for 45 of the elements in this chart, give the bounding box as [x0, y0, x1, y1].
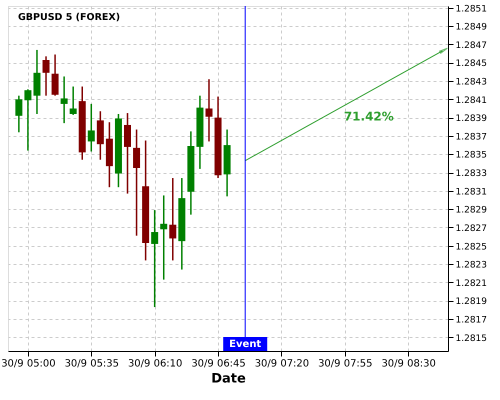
annotation: 71.42%: [344, 109, 394, 124]
text: GBPUSD 5 (FOREX): [18, 12, 120, 23]
candlestick: [169, 177, 176, 262]
y-tick-label: 1.2825: [456, 242, 487, 252]
candlestick: [52, 54, 59, 96]
y-tick-label: 1.2833: [456, 169, 487, 180]
y-tick-label: 1.2845: [456, 59, 487, 70]
y-tick-label: 1.2827: [456, 224, 487, 234]
y-tick-label: 1.2837: [456, 132, 487, 142]
y-tick-label: 1.2817: [456, 315, 487, 326]
candlestick: [70, 86, 77, 116]
candlestick: [42, 56, 50, 96]
y-tick-label: 1.2851: [456, 4, 487, 14]
candlestick: [124, 112, 132, 194]
candlestick: [160, 194, 168, 280]
y-tick-label: 1.2841: [456, 96, 487, 106]
y-tick-label: 1.2819: [456, 297, 488, 308]
y-tick-label: 1.2839: [456, 114, 488, 124]
candlestick: [205, 78, 212, 142]
y-tick-label: 1.2831: [456, 187, 487, 198]
y-tick-label: 1.2849: [456, 22, 488, 33]
candlestick: [88, 103, 95, 152]
x-tick-label: 30/9 06:10: [128, 358, 182, 370]
ref-line-label: Event: [229, 339, 262, 350]
y-tick-label: 1.2823: [456, 260, 487, 271]
x-tick-label: 30/9 05:00: [1, 358, 56, 370]
candlestick: [15, 94, 22, 134]
candlestick: [33, 49, 40, 115]
y-tick-label: 1.2821: [456, 278, 487, 289]
x-tick-label: 30/9 06:45: [191, 358, 246, 370]
candlestick: [24, 88, 32, 152]
candlestick: [151, 209, 158, 308]
y-tick-label: 1.2829: [456, 206, 488, 216]
y-tick-label: 1.2815: [456, 334, 487, 344]
y-tick-label: 1.2835: [456, 150, 487, 161]
candlestick: [133, 128, 140, 236]
x-tick-label: 30/9 05:35: [64, 358, 120, 370]
x-axis-title: Date: [211, 372, 246, 386]
y-tick-label: 1.2843: [456, 78, 487, 88]
x-tick-label: 30/9 07:55: [318, 358, 373, 370]
x-tick-label: 30/9 07:20: [254, 358, 310, 370]
candlestick: [96, 110, 104, 160]
x-tick-label: 30/9 08:30: [381, 358, 436, 370]
candlestick: [60, 76, 68, 124]
y-tick-label: 1.2847: [456, 40, 487, 51]
